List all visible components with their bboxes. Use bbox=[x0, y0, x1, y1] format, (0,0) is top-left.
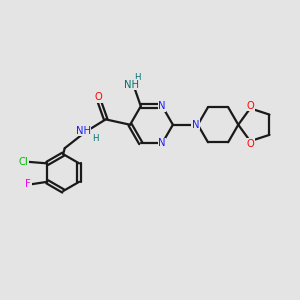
Text: O: O bbox=[247, 101, 255, 111]
Text: NH: NH bbox=[124, 80, 140, 90]
Text: O: O bbox=[95, 92, 103, 102]
Text: N: N bbox=[158, 138, 166, 148]
Text: NH: NH bbox=[76, 126, 91, 136]
Text: F: F bbox=[26, 179, 31, 189]
Text: H: H bbox=[92, 134, 98, 143]
Text: H: H bbox=[134, 73, 140, 82]
Text: N: N bbox=[158, 101, 166, 111]
Text: N: N bbox=[192, 120, 199, 130]
Text: Cl: Cl bbox=[19, 157, 28, 167]
Text: O: O bbox=[247, 139, 255, 148]
